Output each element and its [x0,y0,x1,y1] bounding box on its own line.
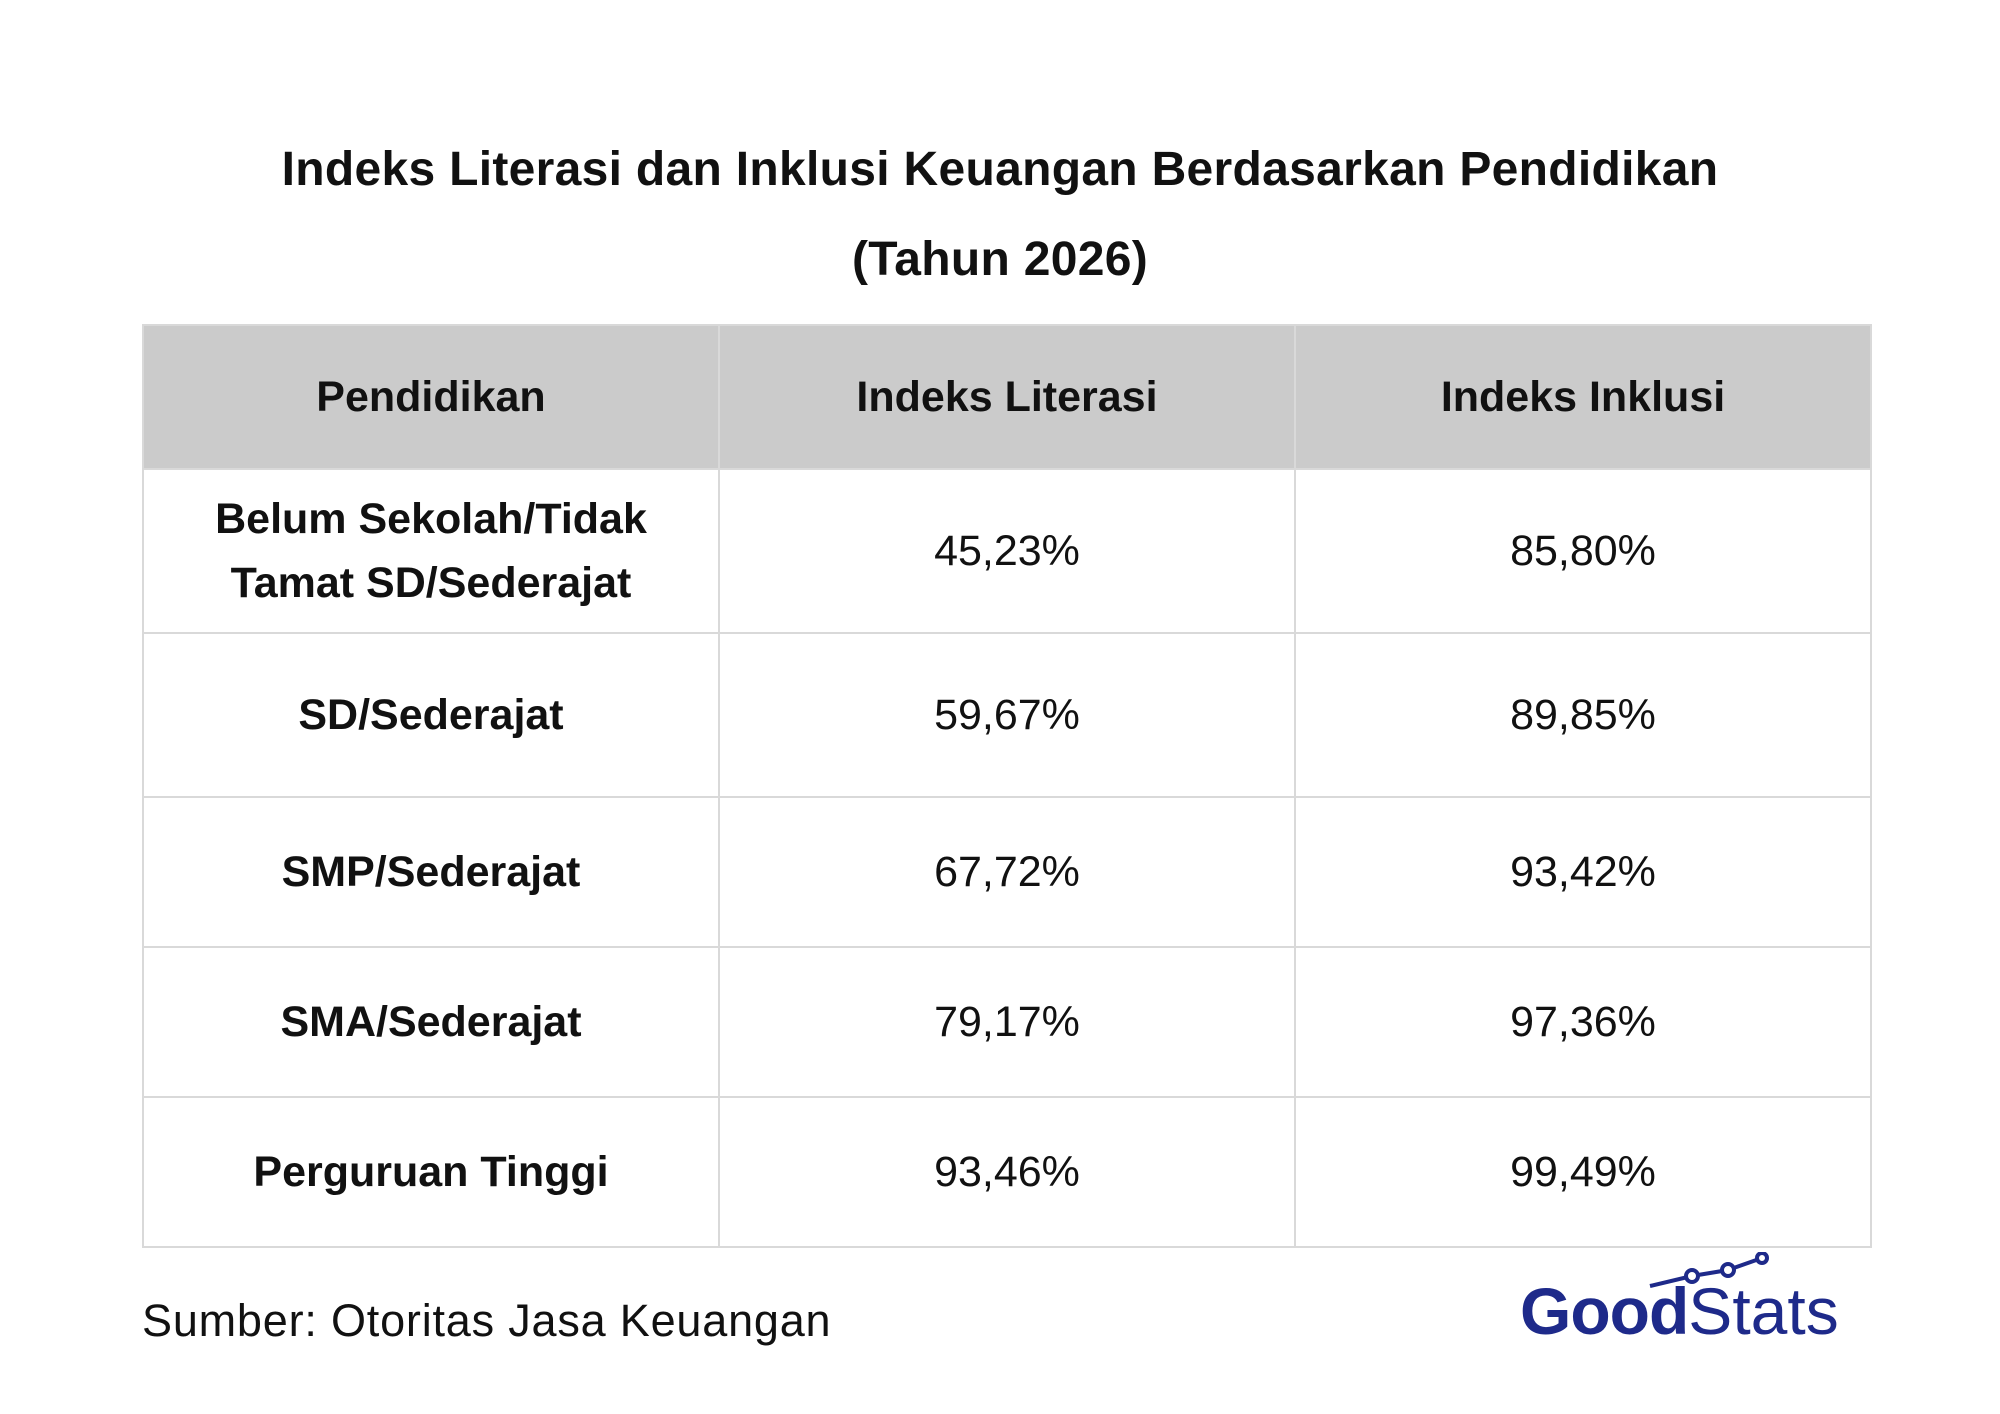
table-row: SMP/Sederajat 67,72% 93,42% [142,796,1872,948]
inklusi-value: 99,49% [1294,1096,1872,1248]
table-row: Belum Sekolah/Tidak Tamat SD/Sederajat 4… [142,468,1872,634]
row-label-line: Tamat SD/Sederajat [230,559,632,607]
row-label-line: Belum Sekolah/Tidak [215,495,647,543]
inklusi-value: 97,36% [1294,946,1872,1098]
goodstats-logo: GoodStats [1520,1252,1880,1362]
column-header-indeks-literasi: Indeks Literasi [718,324,1296,470]
row-label: SMA/Sederajat [142,946,720,1098]
row-label: Belum Sekolah/Tidak Tamat SD/Sederajat [142,468,720,634]
source-note: Sumber: Otoritas Jasa Keuangan [142,1295,832,1346]
table-row: SMA/Sederajat 79,17% 97,36% [142,946,1872,1098]
logo-wordmark: GoodStats [1520,1278,1839,1344]
trend-line-icon [1649,1252,1769,1288]
table-row: Perguruan Tinggi 93,46% 99,49% [142,1096,1872,1248]
literasi-value: 59,67% [718,632,1296,798]
literasi-value: 45,23% [718,468,1296,634]
column-header-indeks-inklusi: Indeks Inklusi [1294,324,1872,470]
row-label: Perguruan Tinggi [142,1096,720,1248]
literasi-value: 67,72% [718,796,1296,948]
column-header-pendidikan: Pendidikan [142,324,720,470]
inklusi-value: 93,42% [1294,796,1872,948]
row-label: SD/Sederajat [142,632,720,798]
logo-stats-text: Stats [1688,1274,1839,1348]
table-row: SD/Sederajat 59,67% 89,85% [142,632,1872,798]
chart-title: Indeks Literasi dan Inklusi Keuangan Ber… [281,143,1719,196]
inklusi-value: 85,80% [1294,468,1872,634]
row-label: SMP/Sederajat [142,796,720,948]
logo-good-text: Good [1520,1274,1689,1348]
chart-subtitle: (Tahun 2026) [851,233,1149,286]
literasi-value: 93,46% [718,1096,1296,1248]
literasi-value: 79,17% [718,946,1296,1098]
inklusi-value: 89,85% [1294,632,1872,798]
table-header-row: Pendidikan Indeks Literasi Indeks Inklus… [142,324,1872,470]
data-table: Pendidikan Indeks Literasi Indeks Inklus… [142,324,1872,1248]
